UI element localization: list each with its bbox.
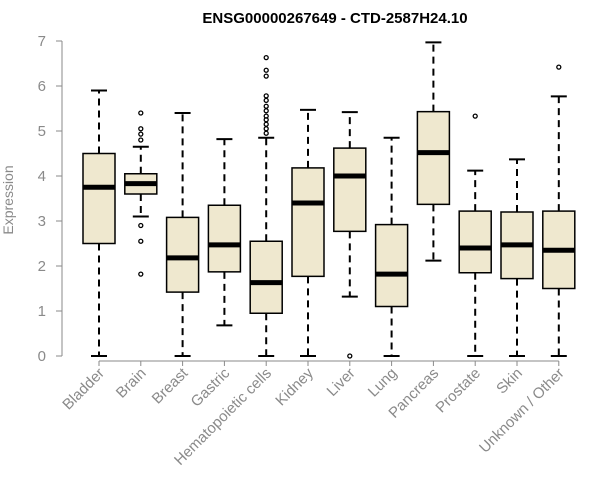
outlier-point <box>263 55 269 61</box>
iqr-box <box>207 204 242 273</box>
outlier-point <box>263 97 269 104</box>
x-tick-label: Prostate <box>432 365 484 417</box>
y-tick-label: 7 <box>38 33 46 50</box>
outlier-point <box>138 137 144 143</box>
x-tick-label: Liver <box>324 365 359 400</box>
y-tick-label: 2 <box>38 258 46 275</box>
x-tick-label: Bladder <box>59 365 108 414</box>
y-tick-label: 4 <box>38 168 46 185</box>
iqr-box <box>416 110 451 206</box>
x-tick-label: Brain <box>113 365 150 402</box>
outlier-point <box>263 103 269 109</box>
outlier-point <box>138 238 144 244</box>
outlier-point <box>263 73 269 79</box>
outlier-point <box>263 130 269 136</box>
outlier-point <box>263 126 269 132</box>
outlier-point <box>263 108 269 114</box>
outlier-point <box>263 113 269 119</box>
y-tick-label: 1 <box>38 303 46 320</box>
outlier-point <box>138 131 144 137</box>
x-tick-label: Kidney <box>272 364 317 409</box>
iqr-box <box>333 147 367 233</box>
chart-title: ENSG00000267649 - CTD-2587H24.10 <box>202 10 467 27</box>
outlier-point <box>263 93 269 99</box>
outlier-point <box>347 353 353 359</box>
outlier-point <box>263 121 269 127</box>
x-tick-label: Breast <box>149 364 192 407</box>
iqr-box <box>82 152 116 245</box>
outlier-point <box>138 126 144 132</box>
outlier-point <box>472 113 478 119</box>
y-tick-label: 0 <box>38 348 46 365</box>
y-tick-label: 6 <box>38 78 46 95</box>
iqr-box <box>165 216 200 293</box>
outlier-point <box>138 222 144 229</box>
y-tick-label: 3 <box>38 213 46 230</box>
outlier-point <box>138 110 144 116</box>
iqr-box <box>374 223 409 308</box>
y-axis-label: Expression <box>0 165 16 234</box>
outlier-point <box>138 271 144 277</box>
x-tick-label: Skin <box>493 365 526 398</box>
iqr-box <box>458 210 492 274</box>
y-tick-label: 5 <box>38 123 46 140</box>
iqr-box <box>291 167 325 278</box>
outlier-point <box>263 67 269 73</box>
iqr-box <box>249 240 283 314</box>
x-tick-label: Lung <box>365 365 401 401</box>
outlier-point <box>556 64 562 70</box>
